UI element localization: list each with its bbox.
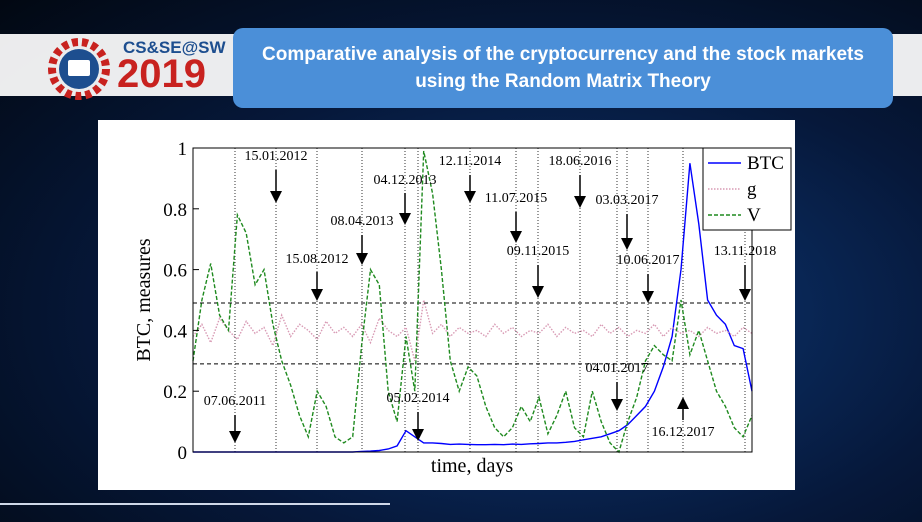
annotation: 04.12.2013 bbox=[374, 173, 437, 188]
annotation: 16.12.2017 bbox=[652, 425, 715, 440]
annotation: 18.06.2016 bbox=[549, 154, 612, 169]
y-tick-label: 0 bbox=[178, 443, 188, 464]
chart-panel bbox=[98, 120, 795, 490]
legend-label: g bbox=[747, 179, 757, 200]
plot-frame bbox=[192, 147, 753, 453]
series-line bbox=[192, 299, 753, 361]
legend-label: BTC bbox=[747, 153, 784, 174]
annotation: 12.11.2014 bbox=[439, 154, 501, 169]
y-tick-label: 1 bbox=[178, 139, 188, 160]
annotation: 03.03.2017 bbox=[596, 193, 659, 208]
y-tick-label: 0.6 bbox=[163, 261, 187, 282]
annotation: 09.11.2015 bbox=[507, 244, 569, 259]
x-axis-label: time, days bbox=[431, 455, 513, 477]
annotation: 10.06.2017 bbox=[617, 253, 680, 268]
slide-title: Comparative analysis of the cryptocurren… bbox=[233, 28, 893, 108]
annotation: 05.02.2014 bbox=[387, 391, 450, 406]
legend-label: V bbox=[747, 205, 761, 226]
y-tick-label: 0.4 bbox=[163, 321, 187, 342]
logo-icon bbox=[48, 38, 110, 100]
annotation: 07.06.2011 bbox=[204, 394, 266, 409]
annotation: 04.01.2017 bbox=[586, 361, 649, 376]
y-tick-label: 0.2 bbox=[163, 382, 187, 403]
annotation: 15.08.2012 bbox=[286, 252, 349, 267]
annotation: 15.01.2012 bbox=[245, 149, 308, 164]
annotation: 13.11.2018 bbox=[714, 244, 776, 259]
series-line bbox=[192, 150, 753, 454]
logo-year: 2019 bbox=[117, 52, 206, 96]
y-axis-label: BTC, measures bbox=[133, 238, 155, 362]
logo-text: CS&SE@SW bbox=[123, 38, 226, 57]
annotation: 11.07.2015 bbox=[485, 191, 547, 206]
annotation: 08.04.2013 bbox=[331, 214, 394, 229]
decor-line bbox=[0, 503, 390, 505]
y-tick-label: 0.8 bbox=[163, 200, 187, 221]
